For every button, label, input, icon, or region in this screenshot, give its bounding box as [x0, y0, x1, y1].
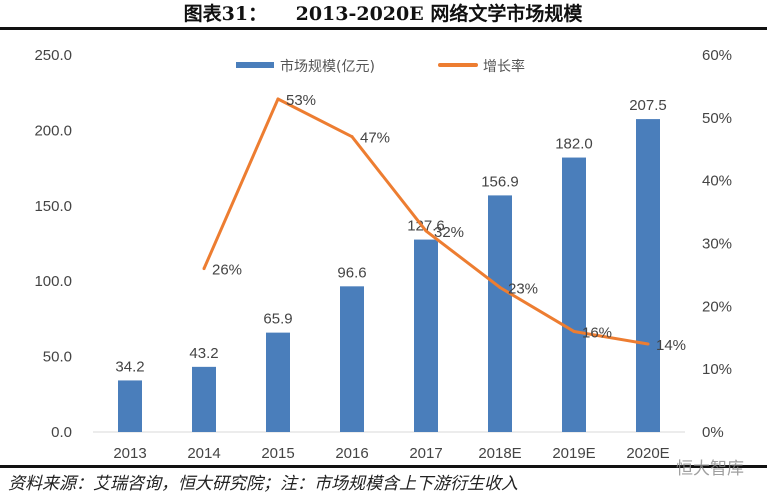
bar — [340, 286, 364, 432]
right-tick-label: 50% — [702, 110, 732, 127]
line-point — [350, 135, 354, 139]
bar-data-label: 207.5 — [629, 97, 667, 114]
legend: 市场规模(亿元) 增长率 — [236, 58, 525, 75]
bar — [192, 366, 216, 432]
line-point — [202, 267, 206, 271]
line-data-label: 53% — [286, 92, 316, 109]
legend-bar-label: 市场规模(亿元) — [280, 58, 375, 75]
bar-data-label: 34.2 — [115, 358, 144, 375]
left-tick-label: 0.0 — [51, 424, 72, 441]
x-tick-label: 2015 — [261, 445, 294, 462]
bar — [266, 332, 290, 432]
bar-data-label: 182.0 — [555, 136, 593, 153]
bar — [118, 380, 142, 432]
line-point — [498, 285, 502, 289]
bar — [636, 119, 660, 432]
left-tick-label: 200.0 — [34, 122, 72, 139]
line-data-label: 26% — [212, 262, 242, 279]
legend-line-swatch — [438, 63, 478, 67]
left-tick-label: 250.0 — [34, 47, 72, 64]
line-point — [276, 97, 280, 101]
bar — [562, 157, 586, 432]
line-data-label: 16% — [582, 324, 612, 341]
x-tick-label: 2019E — [552, 445, 595, 462]
bar-data-label: 156.9 — [481, 173, 519, 190]
x-tick-label: 2020E — [626, 445, 669, 462]
title-rule — [0, 27, 767, 30]
line-data-label: 23% — [508, 280, 538, 297]
line-point — [424, 229, 428, 233]
bar-data-label: 43.2 — [189, 345, 218, 362]
right-tick-label: 10% — [702, 361, 732, 378]
bar-data-label: 96.6 — [337, 264, 366, 281]
x-tick-label: 2018E — [478, 445, 521, 462]
right-tick-label: 60% — [702, 47, 732, 64]
x-tick-label: 2014 — [187, 445, 220, 462]
bar — [414, 239, 438, 432]
x-tick-label: 2017 — [409, 445, 442, 462]
line-data-label: 14% — [656, 337, 686, 354]
left-tick-label: 150.0 — [34, 198, 72, 215]
line-data-label: 47% — [360, 130, 390, 147]
footer-rule — [0, 465, 767, 468]
bar — [488, 195, 512, 432]
line-data-label: 32% — [434, 224, 464, 241]
line-point — [646, 342, 650, 346]
chart-title: 图表31： 2013-2020E 网络文学市场规模 — [184, 2, 584, 25]
source-note: 资料来源：艾瑞咨询，恒大研究院；注：市场规模含上下游衍生收入 — [8, 474, 518, 494]
x-tick-label: 2016 — [335, 445, 368, 462]
right-tick-label: 40% — [702, 173, 732, 190]
legend-bar-swatch — [236, 62, 274, 68]
right-tick-label: 20% — [702, 298, 732, 315]
left-tick-label: 100.0 — [34, 273, 72, 290]
bar-data-label: 127.6 — [407, 218, 445, 235]
right-tick-label: 0% — [702, 424, 724, 441]
right-tick-label: 30% — [702, 236, 732, 253]
line-point — [572, 329, 576, 333]
watermark: 恒大智库 — [676, 459, 744, 479]
x-tick-label: 2013 — [113, 445, 146, 462]
legend-line-label: 增长率 — [483, 58, 525, 75]
bar-data-label: 65.9 — [263, 311, 292, 328]
left-tick-label: 50.0 — [43, 349, 72, 366]
